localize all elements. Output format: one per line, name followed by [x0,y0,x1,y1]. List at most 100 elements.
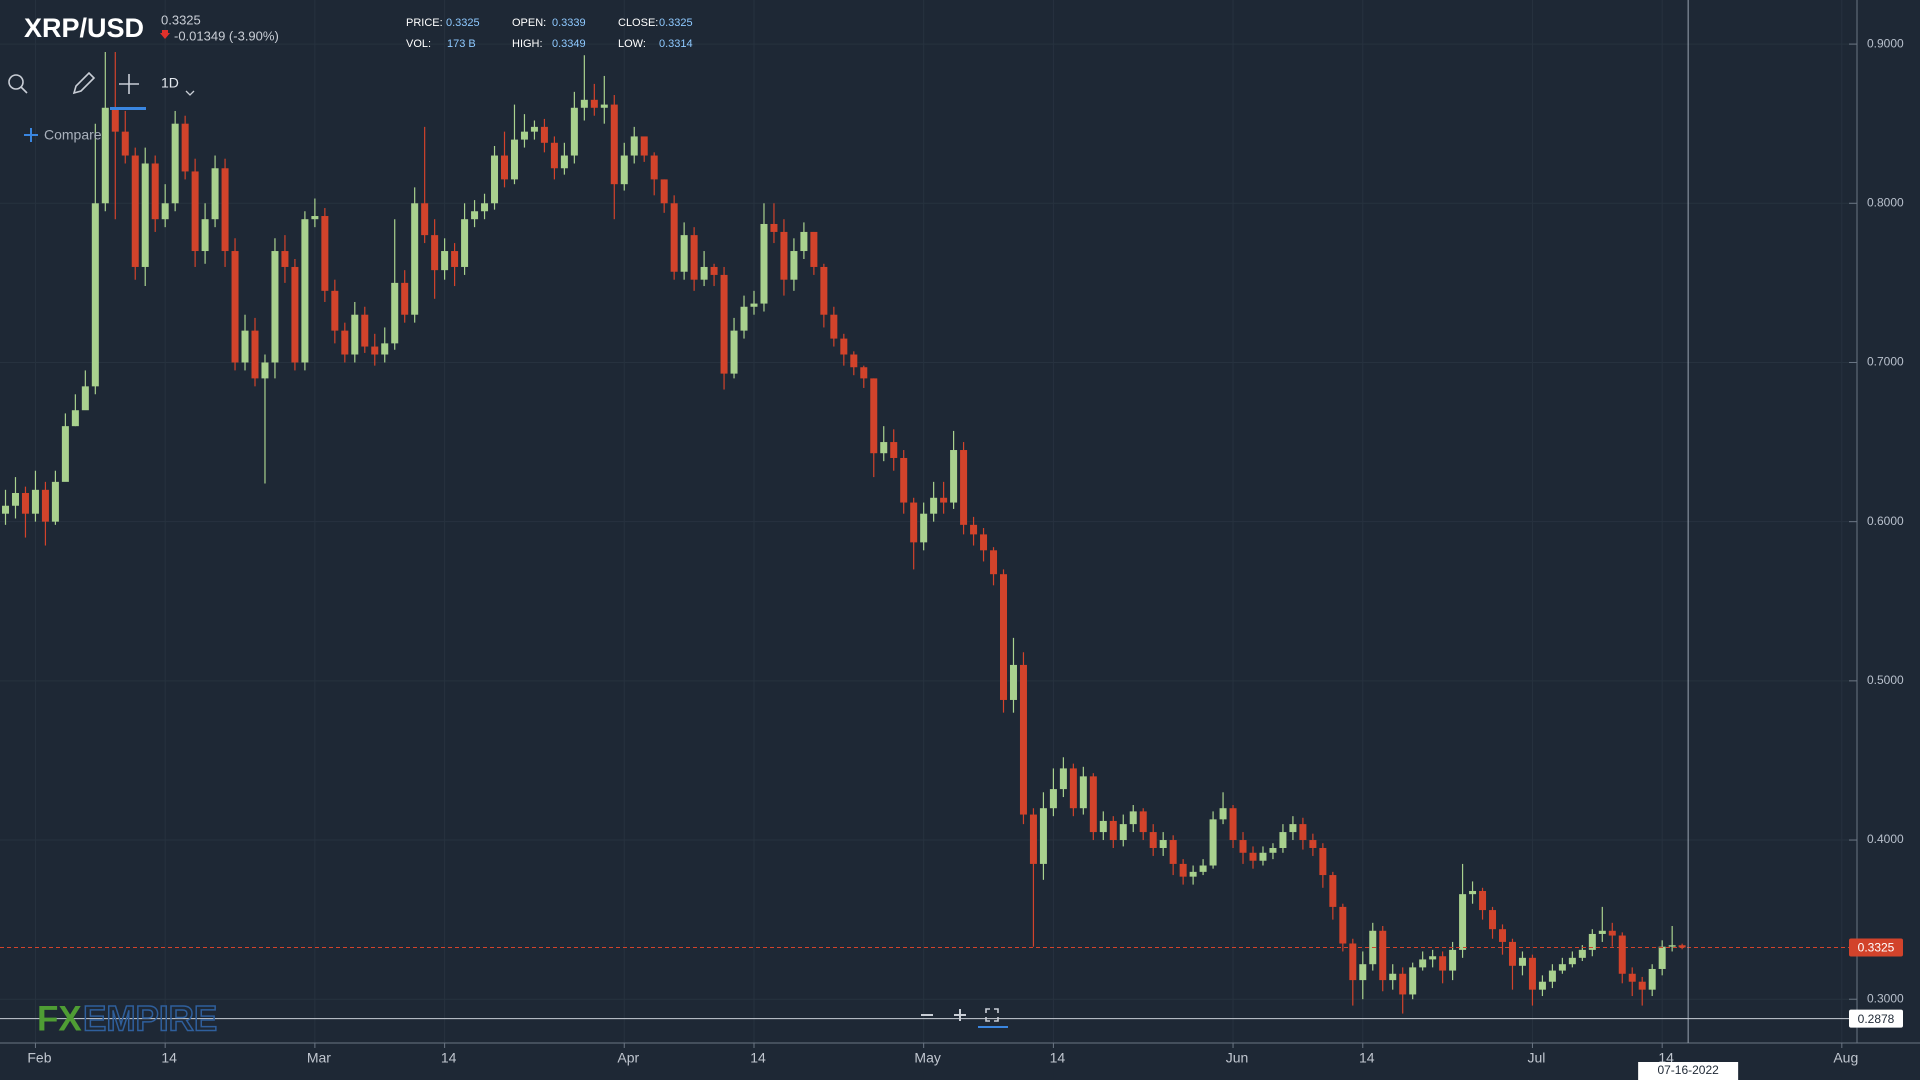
open-label: OPEN: [512,17,546,29]
x-tick-label: May [914,1050,940,1066]
candle-body [371,346,379,355]
candle-body [351,314,359,355]
candle-body [1588,933,1596,950]
candle-body [900,457,908,503]
search-button[interactable] [8,74,28,94]
candle-body [1399,973,1407,995]
candle-body [670,203,678,272]
candle-body [740,306,748,331]
candle-body [1379,930,1387,981]
y-tick-label: 0.8000 [1867,195,1904,209]
fullscreen-button[interactable] [978,1008,1008,1028]
candle-body [830,314,838,339]
x-tick-label: Aug [1833,1050,1858,1066]
candle-body [520,131,528,140]
candle-body [71,410,79,427]
candle-body [481,203,489,212]
candle-body [710,266,718,275]
candle-body [1139,811,1147,833]
candle-body [810,231,818,267]
crosshair-date-label: 07-16-2022 [1657,1063,1719,1077]
candle-body [880,442,888,454]
candle-body [41,489,49,522]
candle-body [471,211,479,220]
compare-label: Compare [44,127,102,143]
current-price: 0.3325 [161,12,201,27]
candle-body [1159,840,1167,848]
x-tick-label: Mar [307,1050,331,1066]
candle-body [700,266,708,280]
y-tick-label: 0.4000 [1867,832,1904,846]
candle-body [1518,957,1526,966]
x-tick-label: Jun [1226,1050,1249,1066]
candle-body [1349,943,1357,981]
interval-selector[interactable]: 1D [161,75,195,96]
candle-body [1508,941,1516,966]
crosshair-button[interactable] [110,74,146,110]
candle-body [1169,840,1177,864]
candle-body [1009,664,1017,700]
down-arrow-icon [160,30,170,39]
candle-body [720,274,728,374]
candle-body [291,266,299,363]
candle-body [1628,973,1636,982]
candle-body [341,330,349,355]
candle-body [920,513,928,543]
candle-body [1219,808,1227,820]
candle-body [1548,970,1556,982]
candle-body [600,104,608,108]
candle-body [1049,789,1057,809]
candle-body [2,505,9,514]
candle-body [1568,957,1576,965]
candle-body [241,330,249,363]
open-value: 0.3339 [552,17,586,29]
candle-body [1079,776,1087,809]
candle-body [81,386,89,411]
candle-body [151,163,159,220]
candle-body [640,136,648,156]
candle-body [181,123,189,172]
interval: 1D [161,75,179,91]
candle-body [1528,957,1536,990]
candle-body [451,251,459,267]
candle-body [1558,964,1566,971]
high-value: 0.3349 [552,38,586,50]
x-tick-label: Feb [27,1050,51,1066]
candle-body [1598,930,1606,934]
candle-body [760,223,768,304]
symbol: XRP/USD [24,13,144,43]
candle-body [1419,959,1427,968]
candle-body [820,266,828,315]
candle-body [301,219,309,363]
candle-body [231,251,239,363]
candle-body [331,290,339,331]
candle-body [840,338,848,355]
candle-body [1648,968,1656,990]
candle-body [201,219,209,252]
price-change: -0.01349 (-3.90%) [174,28,279,43]
candle-body [431,235,439,271]
draw-button[interactable] [72,71,96,95]
candle-body [510,139,518,180]
candle-body [680,235,688,272]
candle-body [980,534,988,551]
x-tick-label: Jul [1527,1050,1545,1066]
candle-body [1129,811,1137,825]
candle-body [1449,949,1457,971]
candle-body [1389,973,1397,981]
candle-body [1439,956,1447,971]
candle-body [630,136,638,156]
candle-body [750,303,758,307]
candle-body [421,203,429,236]
candle-body [960,450,968,525]
candle-body [950,450,958,503]
y-tick-label: 0.7000 [1867,355,1904,369]
zoom-in-button[interactable] [954,1009,966,1021]
candle-body [770,223,778,232]
x-tick-label: 14 [441,1050,457,1066]
candle-body [1608,930,1616,936]
compare-button[interactable]: Compare [24,127,102,143]
candle-body [940,497,948,503]
